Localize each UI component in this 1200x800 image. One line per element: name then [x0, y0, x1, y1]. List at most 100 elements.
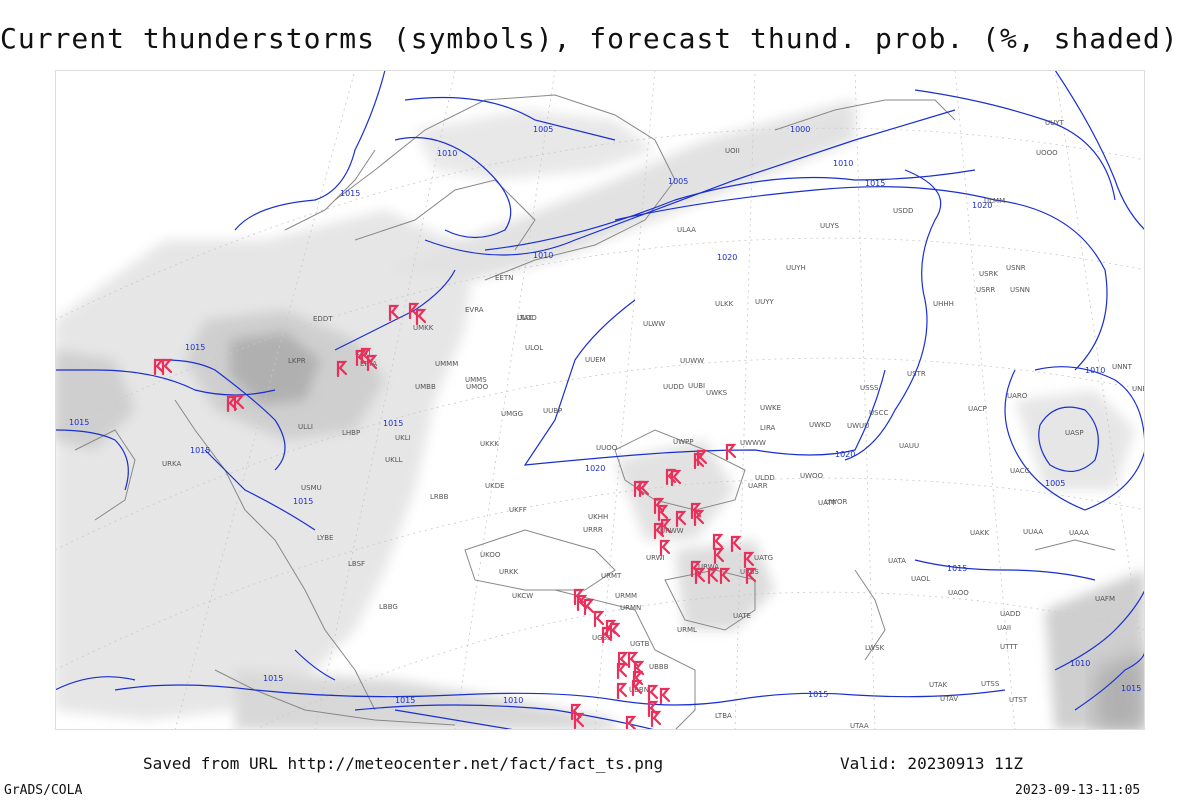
station-label: UOOO [1036, 149, 1058, 157]
isobar-label: 1015 [865, 179, 885, 188]
thunderstorm-symbol [388, 304, 400, 322]
station-label: UKHH [588, 513, 608, 521]
station-label: ULDD [755, 474, 775, 482]
station-label: USDD [893, 207, 913, 215]
station-label: UUDD [663, 383, 684, 391]
station-label: UARR [748, 482, 768, 490]
station-label: UTSS [981, 680, 1000, 688]
station-label: UKFF [509, 506, 527, 514]
station-label: UGTB [630, 640, 650, 648]
station-label: UMBB [415, 383, 436, 391]
thunderstorm-symbol [647, 700, 659, 718]
thunderstorm-symbol [625, 715, 637, 730]
isobar-label: 1015 [947, 564, 967, 573]
thunderstorm-symbol [730, 535, 742, 553]
thunderstorm-symbol [657, 504, 669, 522]
station-label: UKLL [385, 456, 403, 464]
isobar-label: 1015 [1121, 684, 1141, 693]
isobar-label: 1005 [1045, 479, 1065, 488]
station-label: ULLI [298, 423, 313, 431]
station-label: UACC [1010, 467, 1030, 475]
station-label: UWKS [706, 389, 728, 397]
map-title: Current thunderstorms (symbols), forecas… [0, 22, 1179, 55]
software-credit: GrADS/COLA [4, 783, 83, 798]
station-label: USRK [979, 270, 998, 278]
station-label: LRBB [430, 493, 449, 501]
station-label: UAOO [948, 589, 969, 597]
thunderstorm-symbol [576, 594, 588, 612]
station-label: URWA [698, 563, 719, 571]
station-label: LWSK [865, 644, 885, 652]
station-label: UUWW [680, 357, 704, 365]
station-label: URWW [660, 527, 684, 535]
station-label: UMGG [501, 410, 523, 418]
station-label: LKPR [288, 357, 306, 365]
station-label: UAII [997, 624, 1011, 632]
station-label: UNBB [1132, 385, 1145, 393]
thunderstorm-symbol [650, 710, 662, 728]
thunderstorm-symbol [360, 347, 372, 365]
station-label: ULOO [517, 314, 537, 322]
station-label: UATE [733, 612, 751, 620]
station-label: URML [677, 626, 697, 634]
station-label: UHHH [933, 300, 954, 308]
station-label: UOII [725, 147, 740, 155]
station-label: UUYS [820, 222, 840, 230]
thunderstorm-symbol [675, 510, 687, 528]
thunderstorm-symbol [366, 354, 378, 372]
thunderstorm-symbol [693, 509, 705, 527]
thunderstorm-symbol [627, 651, 639, 669]
thunderstorm-symbol [609, 622, 621, 640]
station-label: UAAA [1069, 529, 1089, 537]
station-label: USCC [869, 409, 888, 417]
isobar-label: 1020 [585, 464, 605, 473]
station-label: UWWW [740, 439, 766, 447]
thunderstorm-symbol [696, 449, 708, 467]
station-label: UUOO [596, 444, 618, 452]
isobar-label: 1015 [263, 674, 283, 683]
station-label: URMN [620, 604, 641, 612]
station-label: UWOO [800, 472, 824, 480]
isobar-label: 1020 [835, 450, 855, 459]
station-label: USSS [860, 384, 879, 392]
isobar-label: 1010 [503, 696, 523, 705]
thunderstorm-symbol [660, 518, 672, 536]
station-label: EVRA [465, 306, 484, 314]
station-label: UKCW [512, 592, 533, 600]
station-label: UTTT [1000, 643, 1018, 651]
isobar-label: 1015 [69, 418, 89, 427]
station-label: ULWW [643, 320, 665, 328]
station-label: UUYY [755, 298, 775, 306]
station-label: UUBI [688, 382, 705, 390]
weather-map: 1005 1010 1015 1000 1010 1005 1015 1020 … [55, 70, 1145, 730]
station-label: UATA [888, 557, 906, 565]
thunderstorm-symbol [408, 302, 420, 320]
thunderstorm-symbol [617, 651, 629, 669]
isobar-label: 1010 [1085, 366, 1105, 375]
station-label: URMM [615, 592, 637, 600]
station-label: ULKK [715, 300, 734, 308]
station-label: UMMM [435, 360, 458, 368]
thunderstorm-symbol [659, 539, 671, 557]
station-label: UKOO [480, 551, 501, 559]
station-label: UKDE [485, 482, 505, 490]
source-url: Saved from URL http://meteocenter.net/fa… [143, 754, 664, 773]
station-label: UNNT [1112, 363, 1133, 371]
station-label: ULAA [677, 226, 696, 234]
station-label: URRR [583, 526, 603, 534]
station-label: URSS [740, 568, 759, 576]
station-label: UKLI [395, 434, 411, 442]
thunderstorm-symbol [233, 394, 245, 412]
station-label: UMMS [465, 376, 487, 384]
station-label: UMOO [466, 383, 489, 391]
station-label: UAFM [1095, 595, 1115, 603]
map-frame [55, 70, 1145, 730]
isobars [55, 70, 1145, 730]
station-label: USNR [1006, 264, 1026, 272]
station-label: LTAC [517, 314, 533, 322]
station-label: URMT [601, 572, 622, 580]
station-label: UUEM [585, 356, 606, 364]
isobar-label: 1015 [340, 189, 360, 198]
station-label: UADD [1000, 610, 1021, 618]
isobar-label: 1015 [808, 690, 828, 699]
